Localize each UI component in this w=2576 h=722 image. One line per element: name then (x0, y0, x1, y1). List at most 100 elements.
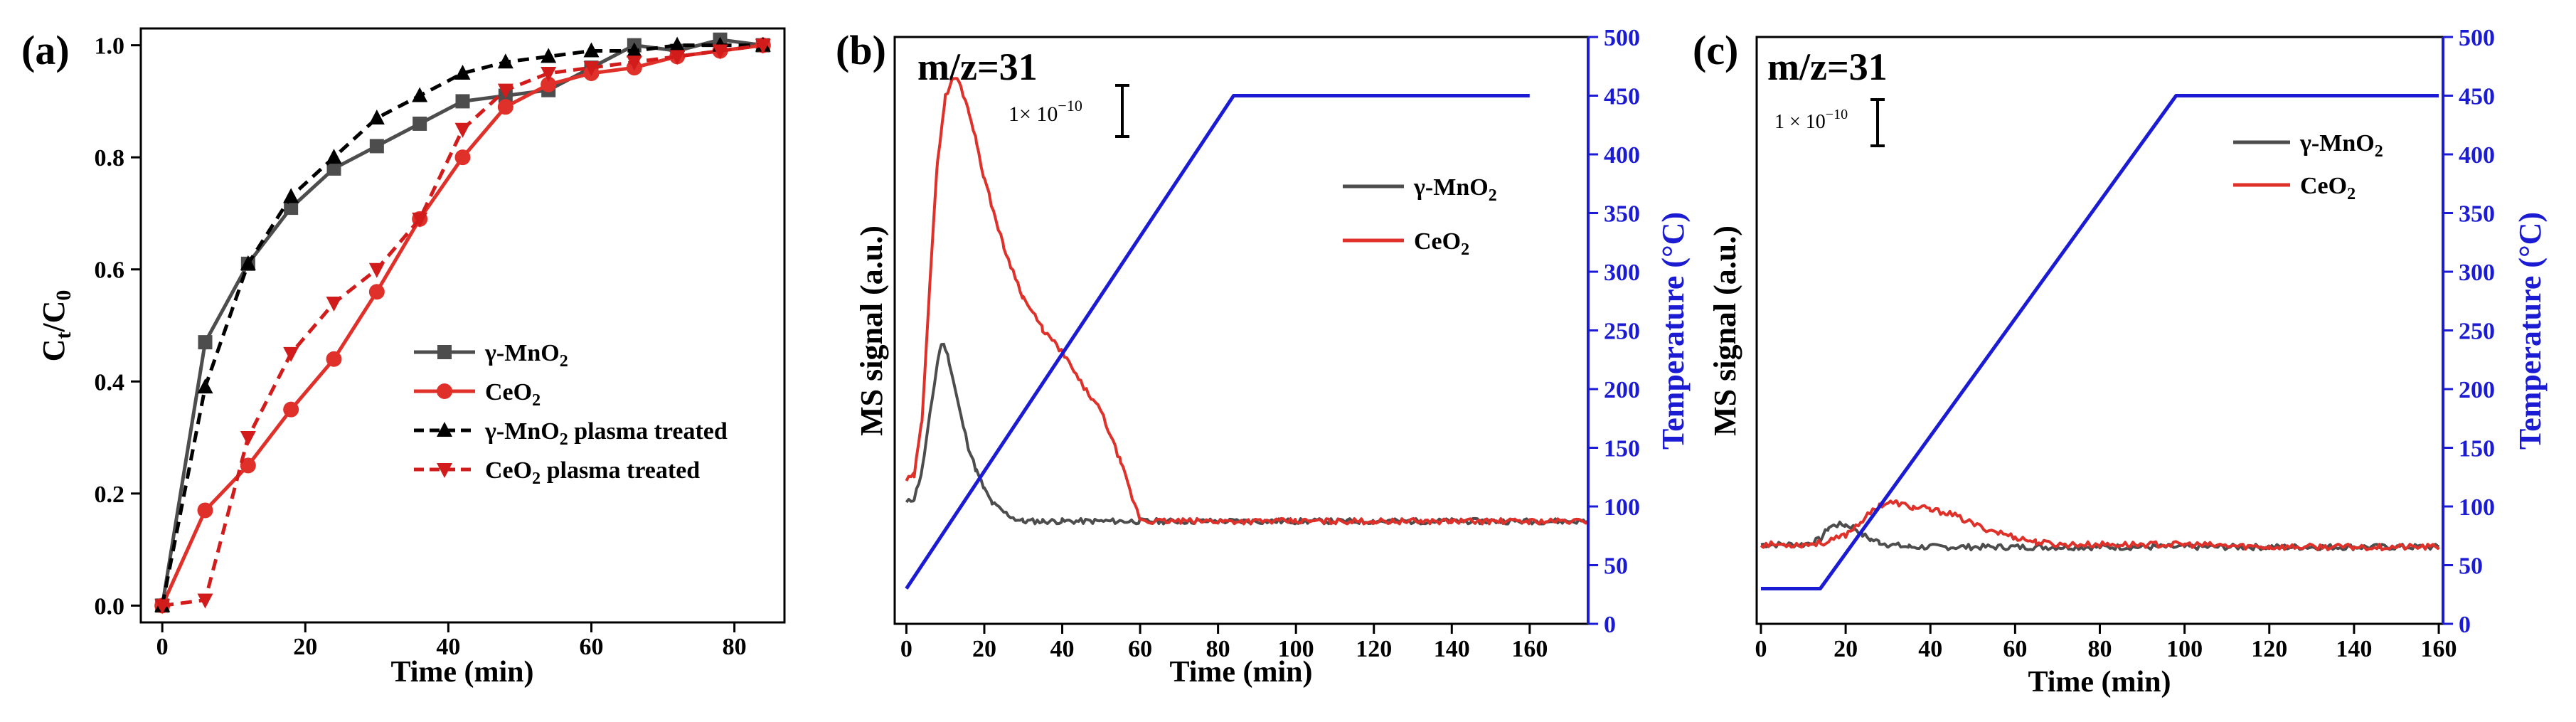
legend-label-sub: 2 (2375, 142, 2383, 161)
data-point (198, 335, 213, 350)
y2-tick-label: 200 (1604, 377, 1640, 403)
data-point (712, 44, 728, 60)
data-point (454, 122, 471, 138)
legend-label-base: CeO (1414, 228, 1461, 255)
data-point (283, 401, 299, 418)
data-point (454, 65, 471, 80)
x-tick-label: 20 (293, 634, 317, 660)
x-tick-label: 40 (436, 634, 460, 660)
panel-b-y2-ticks: 0 50 100 150 200 250 300 350 400 450 500 (1588, 25, 1640, 638)
legend-label-base: CeO (2300, 173, 2347, 199)
data-point (240, 431, 256, 447)
data-point (326, 351, 342, 367)
data-point (283, 188, 299, 203)
panel-c-x-ticks: 0 20 40 60 80 100 120 140 160 (1755, 624, 2457, 662)
data-point (240, 255, 256, 270)
legend-label-tail: plasma treated (541, 457, 700, 484)
y-label-sub-0: 0 (52, 290, 75, 301)
y2-tick-label: 150 (2459, 436, 2495, 462)
legend-label-sub: 2 (560, 430, 568, 449)
legend-label: CeO2 (485, 379, 541, 410)
legend-label-base: CeO (485, 457, 532, 484)
panel-c-scale-bar (1870, 98, 1885, 147)
legend-label-tail: plasma treated (568, 418, 728, 445)
legend-label-sub: 2 (1461, 240, 1469, 259)
data-point (154, 599, 171, 615)
x-tick-label: 80 (723, 634, 747, 660)
data-point (497, 99, 513, 115)
panel-a-marks (154, 32, 771, 615)
panel-c-annotation: m/z=31 (1767, 46, 1888, 88)
data-point (197, 378, 213, 394)
panel-c-label: (c) (1693, 27, 1738, 73)
legend-label-base: γ-MnO (1413, 174, 1489, 201)
y2-tick-label: 350 (1604, 201, 1640, 228)
y2-tick-label: 50 (2459, 553, 2483, 580)
y2-tick-label: 500 (2459, 25, 2495, 51)
data-point (412, 87, 428, 102)
y2-tick-label: 450 (1604, 84, 1640, 110)
y2-tick-label: 0 (2459, 612, 2471, 638)
y-label-c: C (36, 339, 71, 362)
series-line-2 (160, 43, 763, 606)
series-line-2 (1761, 94, 2439, 590)
legend-label-sub: 2 (532, 391, 541, 410)
data-point (455, 94, 470, 109)
panel-b-frame (893, 36, 1590, 625)
scale-bar-exp: −10 (1826, 107, 1848, 122)
y-tick-label: 0.4 (95, 369, 125, 395)
data-point (626, 55, 642, 71)
y2-tick-label: 400 (2459, 142, 2495, 169)
legend-label-sub: 2 (532, 469, 541, 488)
panel-b-y2-axis-label: Temperature (°C) (1656, 212, 1691, 450)
x-tick-label: 140 (1434, 636, 1470, 662)
x-tick-label: 160 (2421, 636, 2457, 662)
data-point (541, 76, 557, 92)
data-point (583, 61, 600, 77)
y2-tick-label: 250 (2459, 319, 2495, 345)
data-point (368, 262, 385, 278)
legend-label: γ-MnO2 (484, 340, 568, 371)
y2-tick-label: 250 (1604, 319, 1640, 345)
y2-tick-label: 200 (2459, 377, 2495, 403)
x-tick-label: 40 (1918, 636, 1942, 662)
legend-marker (437, 422, 452, 437)
legend-label-sub: 2 (2347, 185, 2356, 203)
legend-label-sub: 2 (560, 352, 568, 371)
data-point (369, 139, 384, 154)
data-point (669, 36, 686, 52)
x-tick-label: 140 (2336, 636, 2372, 662)
panel-b-x-axis-label: Time (min) (1169, 656, 1312, 689)
data-point (755, 38, 771, 54)
panel-c-y2-axis-label: Temperature (°C) (2513, 212, 2548, 450)
y-tick-label: 0.0 (95, 593, 125, 620)
data-point (541, 48, 557, 63)
panel-b-annotation: m/z=31 (917, 46, 1038, 88)
panel-a-x-axis-label: Time (min) (390, 656, 533, 689)
data-point (497, 53, 513, 69)
y-label-sub-t: t (52, 332, 75, 339)
panel-c-x-axis-label: Time (min) (2028, 666, 2171, 699)
y2-tick-label: 50 (1604, 553, 1628, 580)
legend-label-base: γ-MnO (484, 418, 560, 445)
panel-c-marks (1760, 94, 2440, 590)
legend-label: γ-MnO2 plasma treated (484, 418, 728, 449)
data-point (412, 212, 428, 228)
y-tick-label: 0.8 (95, 145, 125, 171)
panel-b-label: (b) (836, 27, 886, 73)
data-point (326, 296, 342, 312)
data-point (413, 116, 427, 131)
panel-a-y-ticks: 0.0 0.2 0.4 0.6 0.8 1.0 (95, 33, 141, 620)
panel-c-y2-ticks: 0 50 100 150 200 250 300 350 400 450 500 (2443, 25, 2495, 638)
panel-c-scale-bar-label: 1 × 10−10 (1774, 107, 1848, 133)
legend-label-base: CeO (485, 379, 532, 405)
data-point (284, 201, 299, 216)
legend-label: CeO2 plasma treated (485, 457, 700, 488)
data-point (326, 161, 341, 176)
x-tick-label: 60 (580, 634, 604, 660)
y-tick-label: 0.2 (95, 482, 125, 508)
series-line-1 (905, 76, 1590, 526)
y-label-slash-c: /C (36, 301, 71, 333)
